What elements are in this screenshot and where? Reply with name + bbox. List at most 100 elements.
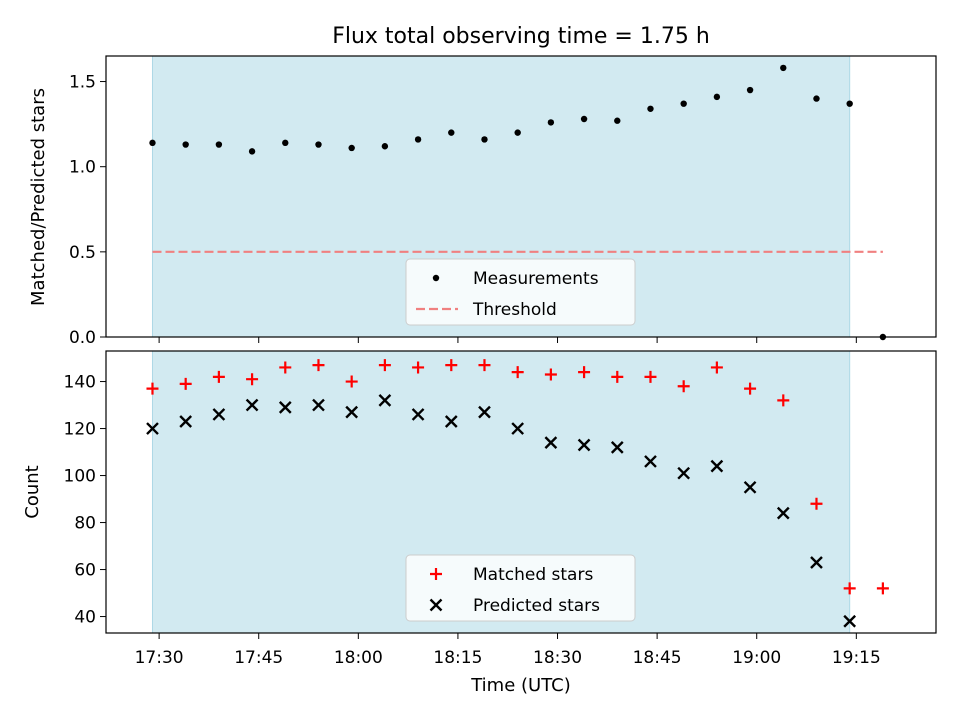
top-y-tick-label: 1.0 (69, 158, 96, 178)
bottom-y-tick-label: 140 (64, 373, 96, 393)
measurement-point (813, 95, 820, 102)
predicted-stars-point (610, 441, 624, 454)
x-tick-label: 19:00 (732, 648, 781, 668)
measurement-point (448, 129, 455, 136)
predicted-stars-point (146, 422, 159, 435)
measurement-point (481, 136, 488, 143)
predicted-stars-point (710, 459, 724, 473)
matched-stars-point (744, 382, 757, 395)
matched-stars-point (876, 582, 889, 595)
bottom-y-tick-label: 80 (74, 514, 96, 534)
legend-label: Measurements (473, 269, 599, 289)
legend-marker-predicted-stars (429, 598, 443, 612)
measurement-point (514, 129, 521, 136)
measurement-point (282, 139, 289, 147)
measurement-point (149, 139, 156, 147)
top-panel: 0.0 0.5 1.0 1.5 Measurements Threshold (69, 55, 937, 348)
measurement-point (414, 136, 422, 143)
measurement-point (647, 105, 654, 112)
predicted-stars-point (810, 556, 823, 569)
predicted-stars-point (345, 405, 359, 419)
top-y-tick-label: 1.5 (69, 73, 96, 93)
matched-stars-point (843, 582, 856, 595)
predicted-stars-point (245, 398, 259, 412)
bottom-legend-box (405, 554, 636, 622)
matched-stars-point (544, 368, 557, 381)
x-tick-label: 19:15 (832, 648, 881, 668)
measurement-point (680, 100, 687, 107)
bottom-legend: Matched stars Predicted stars (405, 554, 636, 622)
x-tick-label: 17:45 (234, 648, 283, 668)
chart-title: Flux total observing time = 1.75 h (332, 24, 710, 49)
bottom-y-tick-label: 60 (74, 561, 96, 581)
matched-stars-point (777, 394, 790, 407)
predicted-stars-point (644, 455, 657, 468)
top-legend: Measurements Threshold (405, 258, 636, 326)
matched-stars-point (478, 359, 491, 372)
top-axes-frame (105, 55, 937, 338)
bottom-y-tick-label: 120 (64, 420, 96, 440)
legend-label: Predicted stars (473, 596, 600, 616)
matched-stars-point (246, 373, 259, 386)
measurement-point (348, 144, 355, 152)
matched-stars-point (710, 361, 723, 374)
predicted-stars-point (278, 401, 292, 414)
measurement-point (248, 148, 256, 155)
measurement-point (182, 141, 189, 148)
bottom-y-tick-label: 40 (74, 608, 96, 628)
legend-marker-matched-stars (430, 568, 442, 580)
top-y-axis-label: Matched/Predicted stars (28, 88, 49, 306)
matched-stars-point (511, 366, 524, 379)
matched-stars-point (677, 380, 690, 393)
matched-stars-point (312, 359, 325, 372)
matched-stars-point (810, 497, 823, 510)
x-tick-label: 18:45 (633, 648, 682, 668)
predicted-stars-point (776, 506, 790, 520)
predicted-stars-point (511, 422, 525, 435)
measurement-point (780, 64, 787, 72)
legend-label: Matched stars (473, 565, 593, 585)
measurement-point (846, 100, 853, 107)
top-y-tick-label: 0.5 (69, 243, 96, 263)
legend-marker-measurements (432, 274, 440, 282)
predicted-stars-point (312, 398, 325, 412)
matched-stars-point (412, 361, 425, 374)
measurement-point (315, 141, 322, 148)
measurement-point (614, 117, 621, 124)
matched-stars-point (279, 361, 292, 374)
predicted-stars-point (444, 415, 458, 428)
top-y-tick-label: 0.0 (69, 328, 96, 348)
measurement-point (381, 143, 389, 150)
bottom-axes-frame (105, 350, 937, 634)
matched-stars-point (611, 370, 624, 383)
predicted-stars-point (179, 415, 193, 428)
predicted-stars-point (743, 480, 757, 494)
bottom-y-axis-label: Count (22, 465, 43, 518)
matched-stars-point (345, 375, 358, 388)
x-tick-label: 18:00 (334, 648, 383, 668)
bottom-y-tick-label: 100 (64, 467, 96, 487)
top-legend-box (405, 258, 636, 326)
measurement-point (580, 115, 588, 123)
legend-label: Threshold (472, 300, 557, 320)
predicted-stars-point (544, 436, 558, 449)
predicted-stars-point (378, 394, 392, 407)
measurement-point (547, 119, 555, 126)
matched-stars-point (378, 359, 391, 372)
predicted-stars-point (577, 438, 591, 452)
x-tick-label: 18:30 (533, 648, 582, 668)
matched-stars-point (146, 382, 159, 395)
predicted-stars-point (843, 614, 857, 628)
predicted-stars-point (478, 405, 491, 419)
measurement-point (746, 86, 754, 94)
x-axis-label: Time (UTC) (470, 675, 571, 696)
measurement-point (215, 141, 223, 148)
x-tick-label: 18:15 (433, 648, 482, 668)
predicted-stars-point (677, 466, 691, 480)
bottom-panel: 40 60 80 100 120 140 17:30 17:45 18:00 18:15 18:30… (64, 350, 937, 668)
matched-stars-point (445, 359, 458, 372)
matched-stars-point (644, 370, 657, 383)
x-tick-label: 17:30 (135, 648, 184, 668)
matched-stars-point (578, 366, 591, 379)
